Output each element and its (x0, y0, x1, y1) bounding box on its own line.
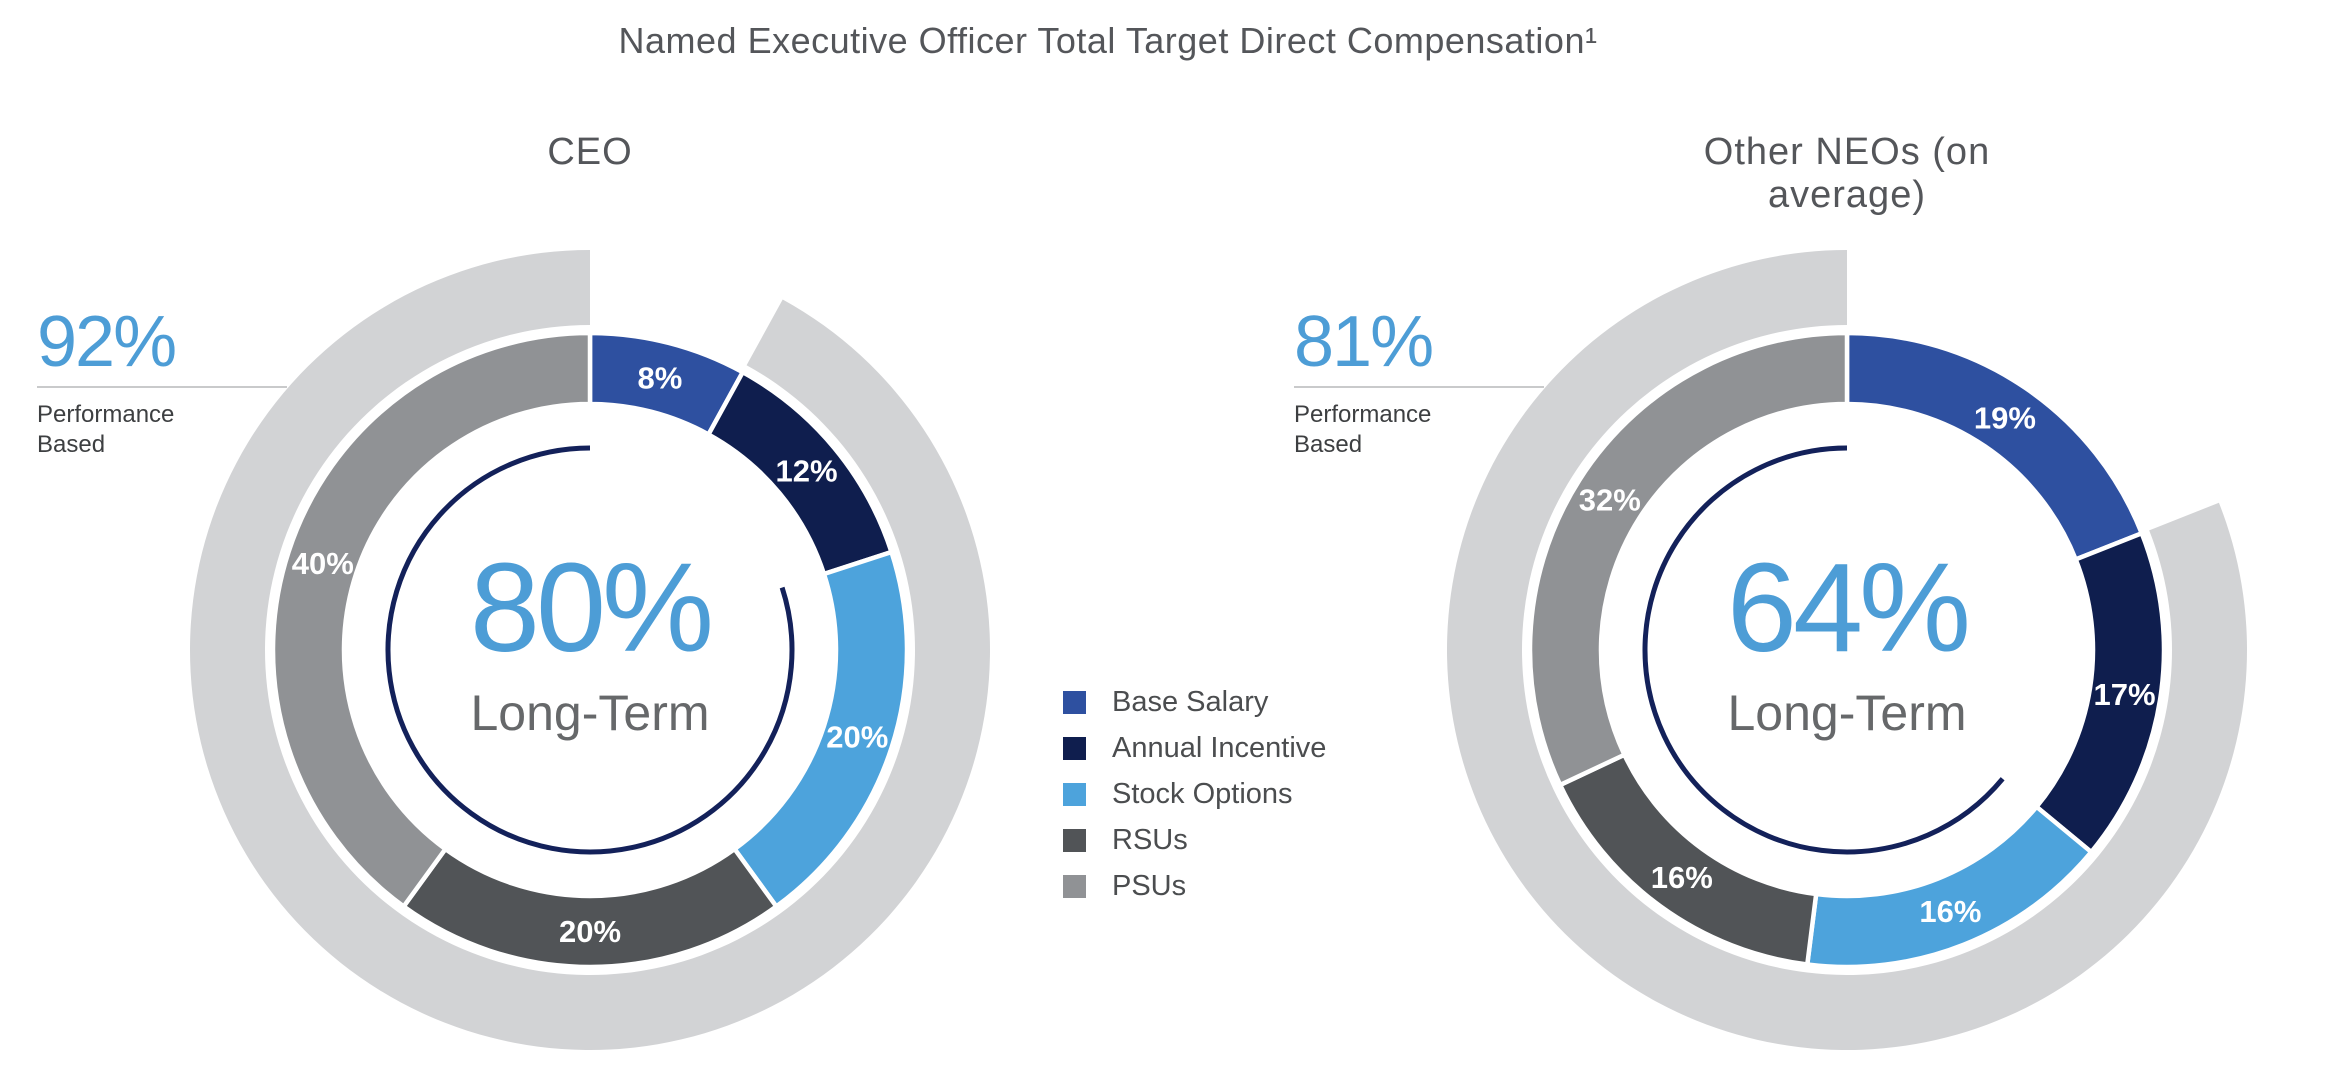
segment-label-rsus: 20% (559, 914, 621, 949)
performance-caption-ceo: Performance Based (37, 401, 175, 459)
legend-swatch-annual-incentive (1063, 736, 1086, 760)
legend-swatch-psus (1063, 874, 1086, 898)
legend: Base Salary Annual Incentive Stock Options… (1063, 685, 1326, 915)
legend-label: PSUs (1112, 870, 1187, 902)
segment-label-annual-incentive: 12% (775, 454, 837, 489)
chart-title-other-neos: Other NEOs (on average) (1703, 131, 1991, 216)
segment-label-rsus: 16% (1651, 860, 1713, 895)
legend-label: RSUs (1112, 824, 1188, 856)
segment-label-annual-incentive: 17% (2094, 677, 2156, 712)
legend-item-annual-incentive: Annual Incentive (1063, 731, 1326, 765)
segment-label-stock-options: 20% (826, 720, 888, 755)
performance-caption-other-neos: Performance Based (1294, 401, 1432, 459)
donut-chart-ceo: 8% 12% 20% 20% 40% (189, 250, 990, 1050)
donut-chart-other-neos: 19% 17% 16% 16% 32% (1447, 250, 2247, 1050)
page-title: Named Executive Officer Total Target Dir… (618, 20, 1598, 61)
performance-callout-other-neos: 81% Performance Based (1294, 306, 1544, 461)
performance-percent-ceo: 92% (37, 302, 177, 382)
legend-item-rsus: RSUs (1063, 823, 1326, 857)
segment-label-base-salary: 19% (1974, 400, 2036, 435)
segment-label-psus: 32% (1579, 482, 1641, 517)
long-term-percent-ceo: 80% (469, 537, 714, 678)
long-term-caption-other-neos: Long-Term (1727, 685, 1967, 741)
long-term-caption-ceo: Long-Term (470, 685, 710, 741)
callout-divider (1294, 386, 1544, 388)
long-term-arc (1642, 445, 2005, 855)
performance-callout-ceo: 92% Performance Based (37, 306, 287, 461)
legend-item-base-salary: Base Salary (1063, 685, 1326, 719)
segment-label-stock-options: 16% (1919, 894, 1981, 929)
performance-percent-other-neos: 81% (1294, 302, 1434, 382)
legend-label: Base Salary (1112, 686, 1269, 718)
long-term-percent-other-neos: 64% (1726, 537, 1971, 678)
segment-psus (1527, 330, 1850, 788)
legend-label: Stock Options (1112, 778, 1293, 810)
legend-item-stock-options: Stock Options (1063, 777, 1326, 811)
chart-title-ceo: CEO (547, 131, 633, 173)
segment-psus (270, 330, 593, 910)
long-term-arc (385, 445, 795, 855)
legend-item-psus: PSUs (1063, 869, 1326, 903)
segment-label-base-salary: 8% (637, 361, 682, 396)
legend-swatch-stock-options (1063, 782, 1086, 806)
legend-swatch-rsus (1063, 828, 1086, 852)
segment-label-psus: 40% (292, 546, 354, 581)
legend-label: Annual Incentive (1112, 732, 1327, 764)
segment-base-salary (1844, 330, 2145, 563)
callout-divider (37, 386, 287, 388)
legend-swatch-base-salary (1063, 690, 1086, 714)
